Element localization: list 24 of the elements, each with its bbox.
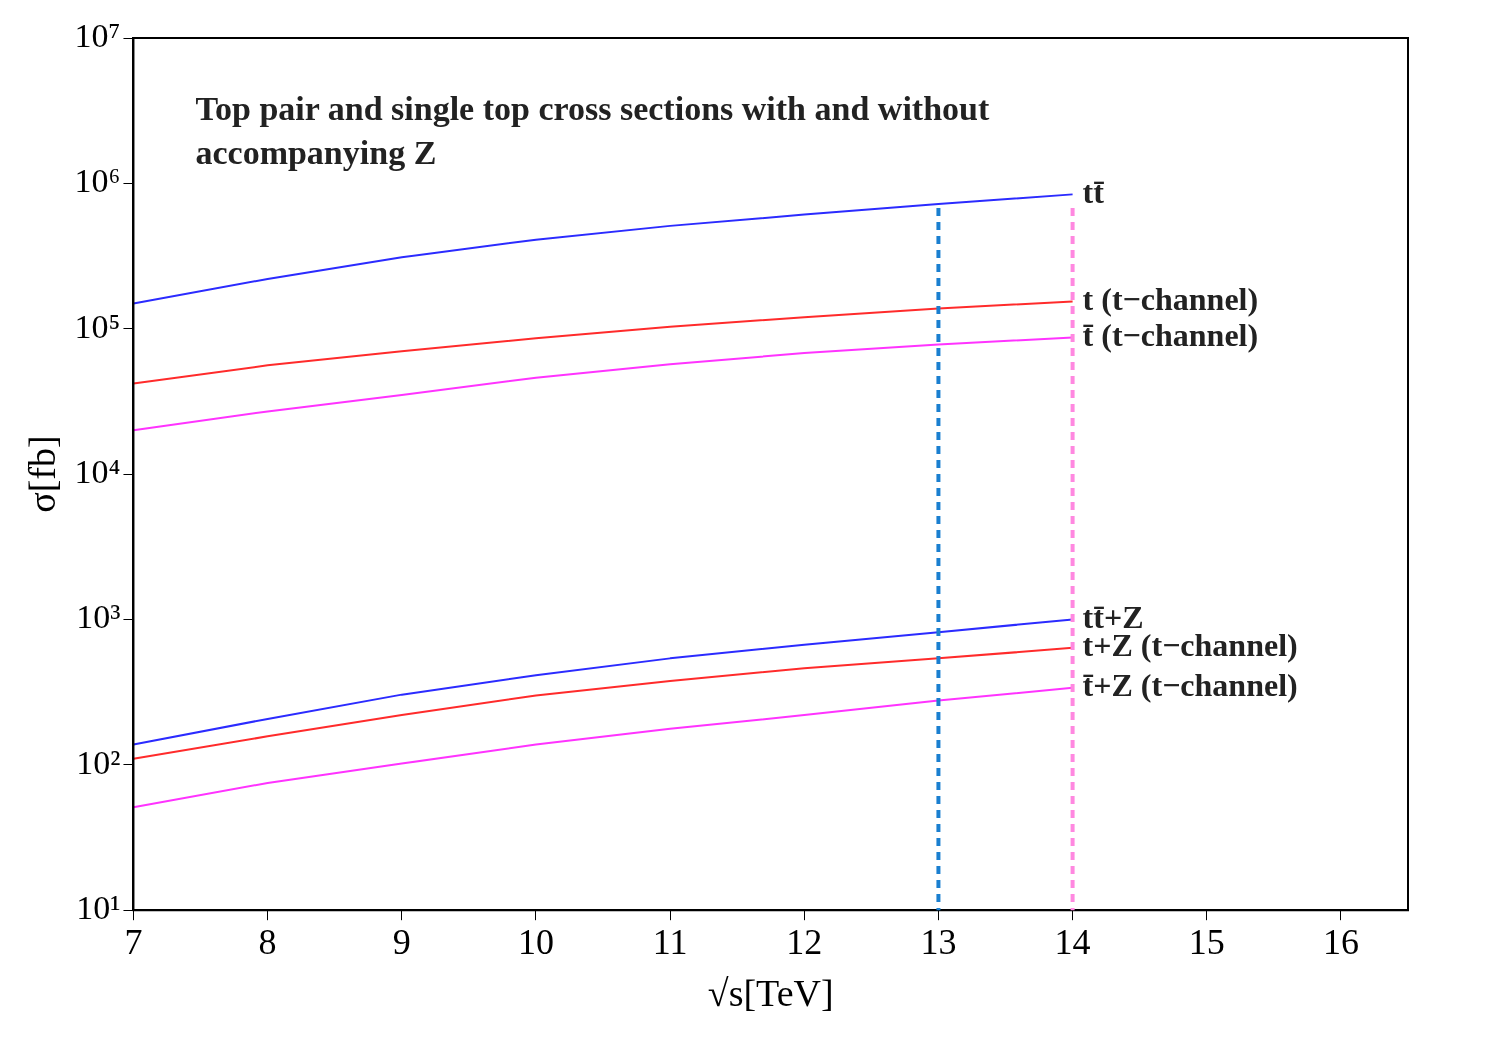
series-label: t (t−channel) xyxy=(1082,280,1259,317)
x-tick-label: 8 xyxy=(258,922,277,963)
series-label: tt̄ xyxy=(1082,173,1105,210)
y-tick-label: 10³ xyxy=(76,598,121,636)
x-tick-label: 9 xyxy=(392,922,411,963)
x-tick-label: 13 xyxy=(920,922,957,963)
y-tick-label: 10¹ xyxy=(76,889,121,927)
y-tick-label: 10² xyxy=(76,743,121,781)
x-tick-label: 7 xyxy=(124,922,143,963)
x-axis-title: √s[TeV] xyxy=(707,972,834,1015)
x-tick-label: 16 xyxy=(1322,922,1359,963)
x-tick-label: 11 xyxy=(652,922,688,963)
y-tick-label: 10⁷ xyxy=(74,16,121,54)
annotation: Top pair and single top cross sections with and without accompanying Z xyxy=(195,90,990,171)
series-label: t̄ (t−channel) xyxy=(1082,316,1259,353)
x-tick-label: 10 xyxy=(517,922,554,963)
y-tick-label: 10⁴ xyxy=(74,453,121,491)
series-label: t̄+Z (t−channel) xyxy=(1082,667,1298,704)
x-tick-label: 15 xyxy=(1188,922,1225,963)
y-tick-label: 10⁶ xyxy=(74,162,121,200)
y-tick-label: 10⁵ xyxy=(74,307,121,345)
x-tick-label: 12 xyxy=(786,922,823,963)
x-tick-label: 14 xyxy=(1054,922,1091,963)
y-axis-title: σ[fb] xyxy=(20,435,63,513)
